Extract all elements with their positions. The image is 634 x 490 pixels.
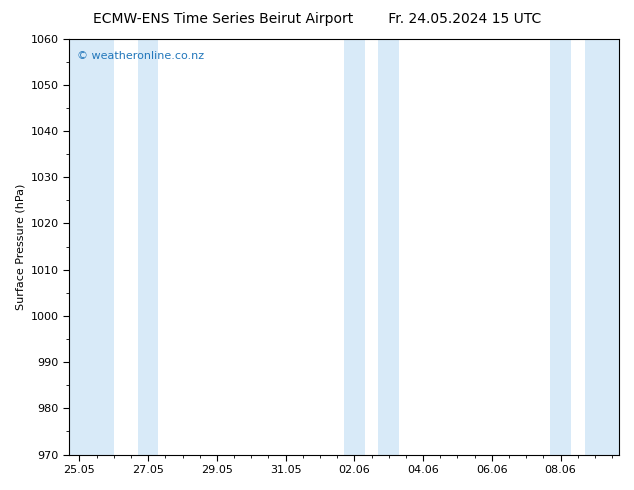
Bar	[585, 39, 619, 455]
Bar	[344, 39, 365, 455]
Bar	[138, 39, 158, 455]
Y-axis label: Surface Pressure (hPa): Surface Pressure (hPa)	[15, 183, 25, 310]
Text: © weatheronline.co.nz: © weatheronline.co.nz	[77, 51, 205, 61]
Bar	[378, 39, 399, 455]
Text: ECMW-ENS Time Series Beirut Airport        Fr. 24.05.2024 15 UTC: ECMW-ENS Time Series Beirut Airport Fr. …	[93, 12, 541, 26]
Bar	[550, 39, 571, 455]
Bar	[69, 39, 113, 455]
